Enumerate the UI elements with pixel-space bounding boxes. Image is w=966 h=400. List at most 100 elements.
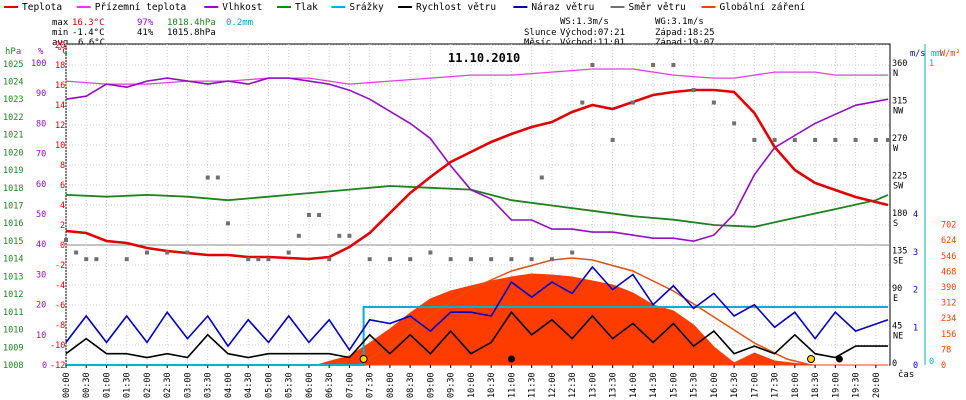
tick-dir-deg: 90 bbox=[892, 284, 902, 294]
tick-x-label: 04:30 bbox=[244, 372, 254, 398]
axis-title-time: čas bbox=[898, 369, 914, 380]
series-naraz-vetru bbox=[65, 265, 889, 352]
tick-hpa: 1014 bbox=[3, 255, 23, 265]
tick-wm2: 234 bbox=[941, 314, 956, 324]
wind-dir-point bbox=[165, 250, 170, 255]
tick-pct: 40 bbox=[36, 240, 46, 250]
stats-max-hum: 97% bbox=[137, 18, 154, 28]
tick-ms: 0 bbox=[913, 361, 918, 371]
stats-rain: 0.2mm bbox=[226, 18, 253, 28]
series-teoreticke-zareni bbox=[357, 257, 812, 366]
axis-title-ms: m/s bbox=[910, 49, 925, 59]
wind-dir-point bbox=[286, 250, 291, 255]
tick-x-label: 15:00 bbox=[669, 372, 679, 398]
legend-label: Rychlost větru bbox=[416, 2, 496, 13]
series-rychlost-vetru bbox=[65, 310, 888, 359]
stats-min-hum: 41% bbox=[137, 28, 154, 38]
tick-x-label: 17:30 bbox=[771, 372, 781, 398]
tick-dir-deg: 225 bbox=[892, 172, 907, 182]
wind-dir-point bbox=[651, 63, 656, 68]
tick-x-label: 16:00 bbox=[710, 372, 720, 398]
wind-dir-point bbox=[205, 175, 210, 180]
wind-dir-point bbox=[489, 257, 494, 262]
series-teplota bbox=[65, 88, 889, 261]
series-tlak bbox=[65, 185, 889, 228]
wind-dir-point bbox=[74, 250, 79, 255]
wind-dir-point bbox=[549, 257, 554, 262]
wind-dir-point bbox=[772, 138, 777, 143]
moon-marker bbox=[835, 355, 843, 363]
tick-hpa: 1012 bbox=[3, 290, 23, 300]
tick-x-label: 07:00 bbox=[345, 372, 355, 398]
tick-degc: 4 bbox=[60, 201, 65, 211]
tick-x-label: 04:00 bbox=[224, 372, 234, 398]
wind-dir-point bbox=[671, 63, 676, 68]
wind-dir-point bbox=[246, 257, 251, 262]
tick-x-label: 07:30 bbox=[366, 372, 376, 398]
tick-ms: 4 bbox=[913, 210, 918, 220]
tick-hpa: 1009 bbox=[3, 343, 23, 353]
tick-degc: -10 bbox=[50, 341, 65, 351]
tick-dir-lbl: E bbox=[893, 294, 898, 304]
tick-pct: 70 bbox=[36, 150, 46, 160]
wind-dir-point bbox=[266, 257, 271, 262]
tick-x-label: 08:00 bbox=[386, 372, 396, 398]
wind-dir-point bbox=[630, 100, 635, 105]
tick-wm2: 468 bbox=[941, 267, 956, 277]
tick-wm2: 312 bbox=[941, 299, 956, 309]
tick-dir-deg: 0 bbox=[892, 359, 897, 369]
wind-dir-point bbox=[853, 138, 858, 143]
wind-dir-point bbox=[529, 257, 534, 262]
tick-x-label: 09:30 bbox=[447, 372, 457, 398]
tick-degc: -12 bbox=[50, 361, 65, 371]
sun-marker bbox=[359, 355, 368, 363]
axis-title-pct: % bbox=[38, 47, 44, 57]
tick-x-label: 00:00 bbox=[62, 372, 72, 398]
legend-bar bbox=[0, 0, 966, 14]
tick-mm: 0 bbox=[929, 357, 934, 367]
tick-x-label: 11:00 bbox=[507, 372, 517, 398]
wind-dir-point bbox=[691, 88, 696, 93]
tick-degc: -4 bbox=[55, 281, 65, 291]
tick-pct: 30 bbox=[36, 270, 46, 280]
tick-hpa: 1020 bbox=[3, 148, 23, 158]
stats-moonrise: Východ:11:01 bbox=[560, 38, 625, 48]
tick-x-label: 19:00 bbox=[831, 372, 841, 398]
tick-degc: 8 bbox=[60, 161, 65, 171]
axis-title-wm2: W/m² bbox=[940, 49, 960, 59]
tick-x-label: 12:30 bbox=[568, 372, 578, 398]
tick-x-label: 14:30 bbox=[649, 372, 659, 398]
tick-wm2: 702 bbox=[941, 221, 956, 231]
wind-dir-point bbox=[711, 100, 716, 105]
wind-dir-point bbox=[570, 250, 575, 255]
tick-x-label: 06:30 bbox=[325, 372, 335, 398]
tick-degc: 6 bbox=[60, 181, 65, 191]
tick-hpa: 1008 bbox=[3, 361, 23, 371]
tick-pct: 90 bbox=[36, 89, 46, 99]
tick-x-label: 17:00 bbox=[750, 372, 760, 398]
tick-wm2: 156 bbox=[941, 330, 956, 340]
tick-ms: 1 bbox=[913, 323, 918, 333]
wind-dir-point bbox=[367, 257, 372, 262]
wind-dir-point bbox=[448, 257, 453, 262]
tick-dir-lbl: NE bbox=[893, 332, 903, 342]
tick-x-label: 06:00 bbox=[305, 372, 315, 398]
tick-x-label: 10:00 bbox=[467, 372, 477, 398]
tick-degc: -6 bbox=[55, 301, 65, 311]
tick-mm: 1 bbox=[929, 59, 934, 69]
axis-title-hpa: hPa bbox=[5, 47, 21, 57]
tick-x-label: 09:00 bbox=[426, 372, 436, 398]
tick-dir-lbl: SW bbox=[893, 182, 904, 192]
tick-ms: 3 bbox=[913, 248, 918, 258]
tick-dir-deg: 360 bbox=[892, 59, 907, 69]
tick-wm2: 78 bbox=[941, 345, 951, 355]
tick-hpa: 1025 bbox=[3, 60, 23, 70]
tick-x-label: 05:30 bbox=[285, 372, 295, 398]
tick-pct: 10 bbox=[36, 331, 46, 341]
tick-hpa: 1019 bbox=[3, 166, 23, 176]
stats-min-label: min bbox=[52, 28, 68, 38]
tick-x-label: 05:00 bbox=[264, 372, 274, 398]
tick-pct: 60 bbox=[36, 180, 46, 190]
axis-title-mm: mm bbox=[931, 49, 941, 59]
